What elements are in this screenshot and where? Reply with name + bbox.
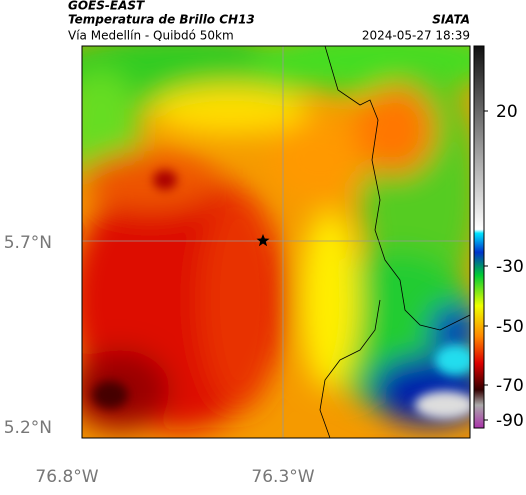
location-marker [256,234,270,247]
temperature-field [82,46,470,438]
title: Temperatura de Brillo CH13 [68,13,255,27]
colorbar [473,45,485,429]
colorbar-tick-label: -70 [496,376,524,396]
brand: SIATA [432,13,470,27]
map-frame [81,45,471,439]
lon-label: 76.8°W [35,467,98,487]
colorbar-tick-label: -90 [496,411,524,431]
lat-label: 5.2°N [4,418,52,438]
lat-label: 5.7°N [4,233,52,253]
lon-label: 76.3°W [251,467,314,487]
source-label: GOES-EAST [68,0,145,13]
colorbar-tick-label: 20 [496,102,518,122]
colorbar-tick-label: -50 [496,317,524,337]
subtitle: Vía Medellín - Quibdó 50km [68,29,234,43]
datetime: 2024-05-27 18:39 [362,29,470,43]
colorbar-ticks [484,110,488,421]
colorbar-tick-label: -30 [496,257,524,277]
